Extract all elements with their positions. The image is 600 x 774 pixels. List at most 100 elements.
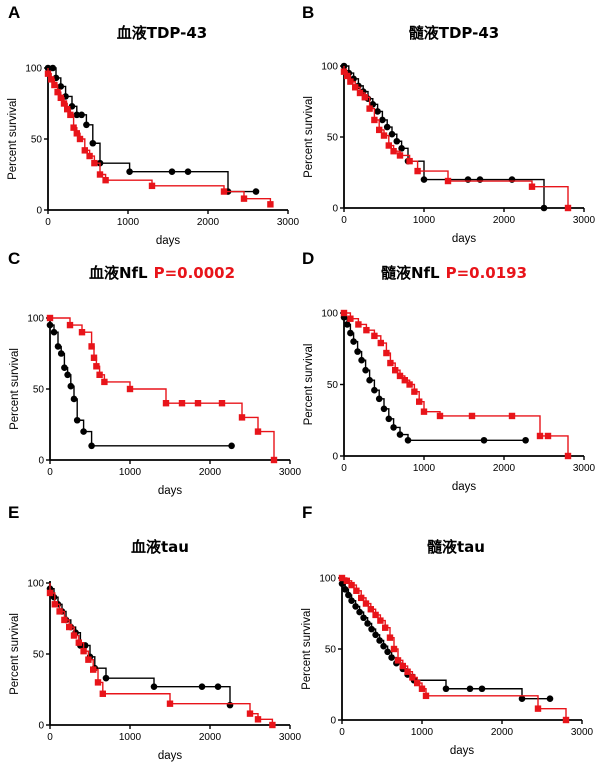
- data-point: [367, 606, 374, 613]
- data-point: [99, 690, 106, 697]
- data-point: [376, 637, 383, 644]
- data-point: [392, 367, 399, 374]
- panel-letter: E: [8, 503, 19, 522]
- data-point: [358, 594, 365, 602]
- data-point: [86, 152, 93, 160]
- data-point: [385, 142, 392, 149]
- data-point: [442, 685, 450, 693]
- survival-step-line: [341, 578, 550, 700]
- data-point: [340, 68, 348, 75]
- x-tick-label: 0: [45, 217, 51, 228]
- x-tick-label: 3000: [573, 463, 596, 474]
- data-point: [347, 315, 354, 322]
- data-point: [246, 710, 254, 717]
- data-point: [406, 157, 413, 165]
- data-point: [57, 94, 64, 102]
- data-point: [528, 183, 536, 190]
- data-point: [361, 94, 368, 101]
- chart-title-text: 血液tau: [131, 538, 189, 556]
- data-point: [406, 381, 413, 388]
- data-point: [81, 147, 88, 154]
- data-point: [150, 683, 158, 690]
- panel-letter: D: [302, 249, 314, 268]
- series-red: [44, 68, 274, 208]
- data-point: [61, 364, 68, 372]
- data-point: [88, 343, 95, 350]
- panel-letter: C: [8, 249, 20, 268]
- data-point: [88, 442, 95, 450]
- data-point: [350, 338, 357, 345]
- x-axis-label: days: [158, 485, 183, 497]
- data-point: [96, 371, 103, 378]
- data-point: [368, 625, 375, 633]
- data-point: [341, 586, 349, 593]
- data-point: [70, 395, 78, 403]
- data-point: [78, 329, 86, 336]
- data-point: [70, 124, 77, 131]
- data-point: [66, 623, 73, 631]
- series-red: [340, 309, 572, 460]
- data-point: [401, 377, 408, 384]
- x-axis-label: days: [452, 233, 477, 245]
- panel-letter: B: [302, 3, 314, 22]
- data-point: [390, 645, 398, 653]
- data-point: [414, 679, 421, 687]
- data-point: [393, 137, 401, 145]
- x-axis-label: days: [450, 745, 475, 757]
- y-axis-label: Percent survival: [7, 98, 19, 180]
- x-tick-label: 3000: [279, 467, 302, 478]
- data-point: [508, 412, 516, 420]
- x-tick-label: 0: [339, 727, 345, 738]
- y-tick-label: 0: [38, 456, 44, 467]
- data-point: [416, 398, 423, 405]
- data-point: [383, 123, 391, 131]
- data-point: [371, 332, 378, 340]
- data-point: [380, 132, 388, 139]
- data-point: [377, 339, 384, 347]
- data-point: [396, 372, 404, 380]
- data-point: [226, 701, 234, 709]
- data-point: [198, 683, 206, 690]
- data-point: [80, 647, 87, 655]
- x-axis-label: days: [156, 235, 181, 247]
- data-point: [396, 152, 404, 159]
- y-axis-label: Percent survival: [9, 348, 21, 430]
- x-tick-label: 2000: [493, 215, 516, 226]
- y-tick-label: 0: [38, 721, 44, 732]
- data-point: [93, 363, 100, 370]
- data-point: [366, 376, 373, 384]
- y-tick-label: 0: [330, 716, 336, 727]
- y-axis-label: Percent survival: [303, 344, 315, 426]
- data-point: [374, 108, 381, 115]
- series-black: [340, 313, 529, 444]
- data-point: [162, 400, 170, 407]
- y-tick-label: 0: [36, 206, 42, 217]
- data-point: [101, 378, 108, 386]
- y-tick-label: 50: [33, 385, 45, 396]
- data-point: [390, 424, 397, 431]
- data-point: [564, 452, 572, 460]
- data-point: [377, 617, 384, 624]
- series-black: [340, 62, 548, 212]
- data-point: [366, 105, 373, 112]
- x-tick-label: 2000: [199, 467, 222, 478]
- chart-title-text: 髓液tau: [427, 538, 485, 556]
- survival-step-line: [48, 67, 256, 193]
- chart-title: 髓液TDP-43: [409, 24, 500, 42]
- data-point: [508, 176, 516, 183]
- data-point: [102, 674, 110, 682]
- data-point: [564, 204, 572, 212]
- data-point: [409, 674, 416, 681]
- data-point: [78, 111, 85, 119]
- data-point: [46, 589, 54, 597]
- data-point: [66, 321, 74, 329]
- series-black: [338, 578, 554, 702]
- data-point: [46, 321, 54, 329]
- data-point: [394, 657, 402, 664]
- p-value-label: P=0.0002: [154, 264, 235, 282]
- data-point: [126, 385, 134, 393]
- data-point: [356, 89, 364, 97]
- data-point: [49, 64, 57, 72]
